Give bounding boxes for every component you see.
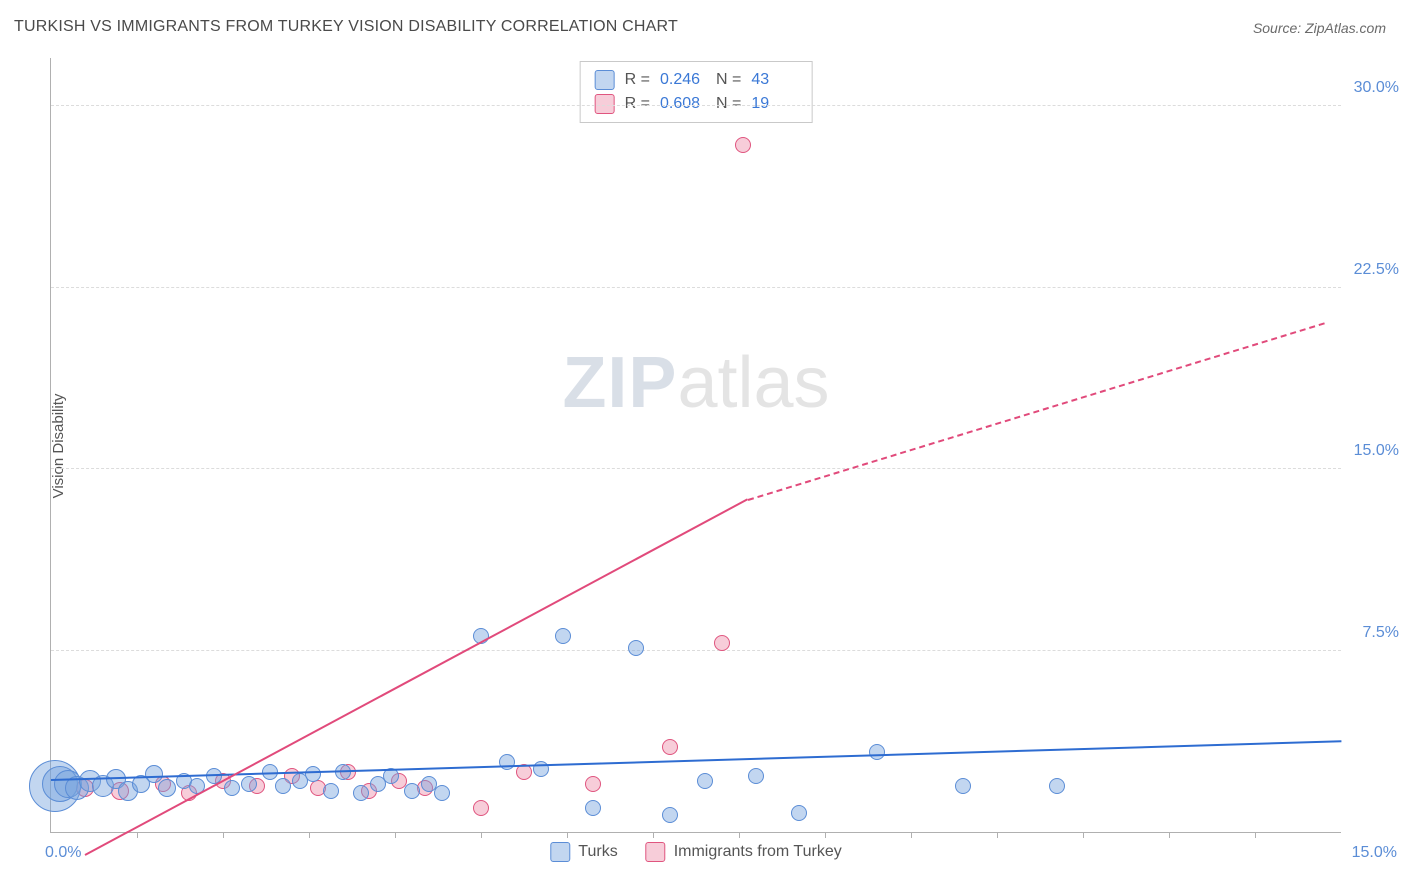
y-tick-label: 30.0%	[1354, 79, 1399, 97]
stat-label: R =	[625, 68, 650, 92]
watermark-zip: ZIP	[562, 343, 677, 423]
data-point-turks	[628, 640, 644, 656]
stats-legend: R = 0.246 N = 43 R = 0.608 N = 19	[580, 61, 813, 123]
trendline-immigrants-extrapolated	[747, 322, 1324, 500]
x-tick	[1083, 832, 1084, 838]
stat-n-value: 43	[751, 68, 797, 92]
x-tick	[223, 832, 224, 838]
data-point-turks	[869, 744, 885, 760]
stats-row: R = 0.246 N = 43	[595, 68, 798, 92]
chart-title: TURKISH VS IMMIGRANTS FROM TURKEY VISION…	[14, 18, 678, 36]
data-point-turks	[1049, 778, 1065, 794]
x-tick	[825, 832, 826, 838]
stat-r-value: 0.246	[660, 68, 706, 92]
legend-swatch	[595, 70, 615, 90]
x-axis-min-label: 0.0%	[45, 844, 81, 862]
gridline	[51, 468, 1341, 469]
data-point-turks	[241, 776, 257, 792]
data-point-turks	[662, 807, 678, 823]
x-tick	[1169, 832, 1170, 838]
x-tick	[395, 832, 396, 838]
y-tick-label: 22.5%	[1354, 261, 1399, 279]
legend-label: Immigrants from Turkey	[674, 843, 842, 861]
legend-swatch	[595, 94, 615, 114]
data-point-immigrants	[714, 635, 730, 651]
y-tick-label: 7.5%	[1363, 624, 1399, 642]
chart-container: TURKISH VS IMMIGRANTS FROM TURKEY VISION…	[0, 0, 1406, 892]
stat-label: R =	[625, 92, 650, 116]
data-point-turks	[697, 773, 713, 789]
trendline-immigrants	[85, 499, 748, 856]
data-point-turks	[305, 766, 321, 782]
data-point-turks	[275, 778, 291, 794]
data-point-turks	[434, 785, 450, 801]
legend-item: Turks	[550, 842, 617, 862]
data-point-immigrants	[662, 739, 678, 755]
data-point-turks	[404, 783, 420, 799]
data-point-turks	[353, 785, 369, 801]
data-point-turks	[145, 765, 163, 783]
data-point-turks	[955, 778, 971, 794]
data-point-turks	[748, 768, 764, 784]
plot-area: ZIPatlas R = 0.246N = 43R = 0.608N = 19 …	[50, 58, 1341, 833]
gridline	[51, 650, 1341, 651]
data-point-turks	[224, 780, 240, 796]
legend-label: Turks	[578, 843, 617, 861]
x-tick	[309, 832, 310, 838]
watermark: ZIPatlas	[562, 342, 829, 424]
series-legend: Turks Immigrants from Turkey	[550, 842, 841, 862]
data-point-immigrants	[735, 137, 751, 153]
stats-row: R = 0.608 N = 19	[595, 92, 798, 116]
x-tick	[997, 832, 998, 838]
legend-swatch	[646, 842, 666, 862]
data-point-turks	[323, 783, 339, 799]
legend-item: Immigrants from Turkey	[646, 842, 842, 862]
x-tick	[653, 832, 654, 838]
x-tick	[911, 832, 912, 838]
trendline-turks	[51, 741, 1341, 782]
stat-label: N =	[716, 92, 741, 116]
x-tick	[739, 832, 740, 838]
watermark-atlas: atlas	[677, 343, 829, 423]
stat-label: N =	[716, 68, 741, 92]
stat-n-value: 19	[751, 92, 797, 116]
gridline	[51, 287, 1341, 288]
legend-swatch	[550, 842, 570, 862]
x-tick	[481, 832, 482, 838]
data-point-turks	[555, 628, 571, 644]
x-tick	[567, 832, 568, 838]
stat-r-value: 0.608	[660, 92, 706, 116]
y-tick-label: 15.0%	[1354, 442, 1399, 460]
x-tick	[137, 832, 138, 838]
gridline	[51, 105, 1341, 106]
x-axis-max-label: 15.0%	[1352, 844, 1397, 862]
data-point-turks	[158, 779, 176, 797]
data-point-immigrants	[473, 800, 489, 816]
source-label: Source: ZipAtlas.com	[1253, 20, 1386, 36]
data-point-turks	[791, 805, 807, 821]
data-point-turks	[585, 800, 601, 816]
data-point-immigrants	[585, 776, 601, 792]
x-tick	[1255, 832, 1256, 838]
